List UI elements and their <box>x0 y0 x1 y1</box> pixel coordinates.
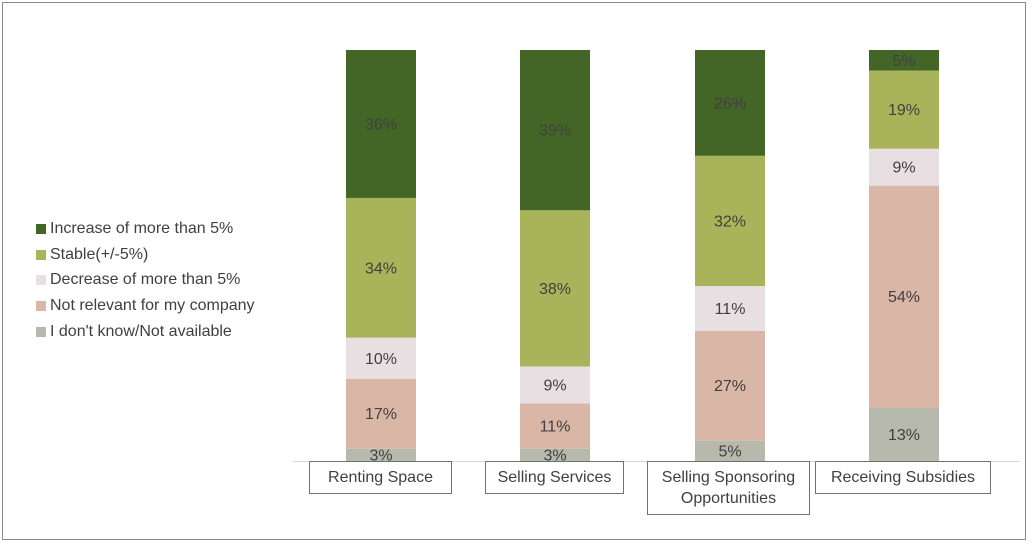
bar-segment <box>520 366 590 404</box>
category-label: Selling Sponsoring Opportunities <box>647 461 810 515</box>
data-label: 36% <box>365 116 397 133</box>
data-label: 5% <box>892 53 915 70</box>
category-label: Selling Services <box>485 461 624 494</box>
legend-swatch <box>36 301 46 312</box>
legend-label: Not relevant for my company <box>50 297 255 315</box>
legend-label: I don't know/Not available <box>50 323 232 341</box>
legend-swatch <box>36 275 46 286</box>
bar-segment <box>346 337 416 379</box>
bar-segment <box>520 210 590 367</box>
data-label: 3% <box>369 447 392 464</box>
legend-item: Not relevant for my company <box>36 293 255 319</box>
data-label: 32% <box>714 213 746 230</box>
data-label: 39% <box>539 123 571 140</box>
data-label: 9% <box>543 377 566 394</box>
bar-segment <box>346 197 416 338</box>
legend-item: Decrease of more than 5% <box>36 268 255 294</box>
data-label: 3% <box>543 447 566 464</box>
bar-segment <box>520 448 590 461</box>
bar-segment <box>695 155 765 287</box>
legend-item: I don't know/Not available <box>36 319 255 345</box>
data-label: 5% <box>718 443 741 460</box>
data-label: 13% <box>888 427 920 444</box>
bar-segment <box>869 407 939 461</box>
legend-swatch <box>36 249 46 260</box>
data-label: 11% <box>540 419 571 436</box>
bar-segment <box>695 440 765 461</box>
bar-segment <box>346 50 416 198</box>
bar-segment <box>695 286 765 331</box>
bar-segment <box>869 50 939 71</box>
legend: Increase of more than 5% Stable(+/-5%) Dec… <box>36 216 255 345</box>
legend-label: Decrease of more than 5% <box>50 271 241 289</box>
bar-segment <box>869 70 939 149</box>
data-label: 54% <box>888 289 920 306</box>
legend-swatch <box>36 327 46 338</box>
category-label: Renting Space <box>309 461 452 494</box>
data-label: 19% <box>888 102 920 119</box>
legend-label: Increase of more than 5% <box>50 219 234 237</box>
data-label: 27% <box>714 378 746 395</box>
legend-item: Increase of more than 5% <box>36 216 255 242</box>
legend-item: Stable(+/-5%) <box>36 242 255 268</box>
category-label: Receiving Subsidies <box>815 461 991 494</box>
bar-segment <box>346 448 416 461</box>
data-label: 34% <box>365 260 397 277</box>
bar-segment <box>346 378 416 449</box>
data-label: 11% <box>715 301 746 318</box>
chart-frame <box>2 2 1026 540</box>
bar-segment <box>869 185 939 408</box>
legend-label: Stable(+/-5%) <box>50 245 149 263</box>
data-label: 26% <box>714 95 746 112</box>
data-label: 9% <box>892 160 915 177</box>
bar-segment <box>695 330 765 441</box>
data-label: 17% <box>365 406 397 423</box>
data-label: 10% <box>365 351 397 368</box>
bar-segment <box>869 148 939 186</box>
legend-swatch <box>36 223 46 234</box>
data-label: 38% <box>539 281 571 298</box>
bar-segment <box>520 403 590 449</box>
bar-segment <box>520 50 590 211</box>
bar-segment <box>695 50 765 156</box>
